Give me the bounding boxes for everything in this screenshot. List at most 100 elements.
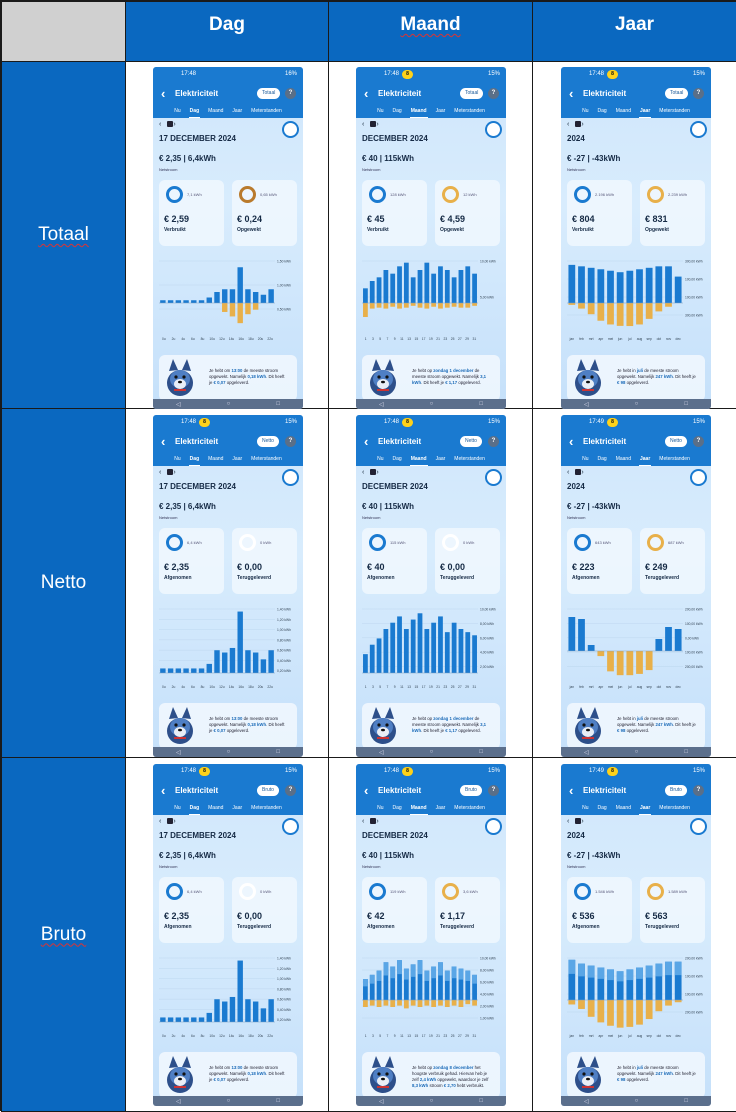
back-arrow-icon[interactable]: ‹ (569, 434, 574, 449)
nav-back-icon[interactable]: ◁ (584, 401, 589, 408)
tab-nu[interactable]: Nu (582, 108, 589, 114)
tab-jaar[interactable]: Jaar (639, 105, 652, 118)
back-arrow-icon[interactable]: ‹ (569, 783, 574, 798)
calendar-icon[interactable] (370, 469, 377, 476)
right-stat-card[interactable]: 12 kWh € 4,59 Opgewekt (435, 180, 500, 246)
tab-jaar[interactable]: Jaar (232, 108, 243, 114)
tab-maand[interactable]: Maand (409, 453, 428, 466)
help-icon[interactable]: ? (693, 785, 704, 796)
tab-nu[interactable]: Nu (582, 456, 589, 462)
calendar-icon[interactable] (575, 818, 582, 825)
tab-dag[interactable]: Dag (597, 805, 607, 811)
back-arrow-icon[interactable]: ‹ (161, 434, 166, 449)
nav-back-icon[interactable]: ◁ (379, 401, 384, 408)
help-icon[interactable]: ? (285, 88, 296, 99)
tab-maand[interactable]: Maand (208, 805, 224, 811)
nav-back-icon[interactable]: ◁ (176, 1098, 181, 1105)
tab-nu[interactable]: Nu (582, 805, 589, 811)
tab-meterstanden[interactable]: Meterstanden (659, 456, 690, 462)
chevron-left-icon[interactable]: ‹ (159, 818, 168, 825)
chevron-right-icon[interactable]: › (581, 121, 590, 128)
back-arrow-icon[interactable]: ‹ (364, 86, 369, 101)
left-stat-card[interactable]: 1.546 kWh € 536 Afgenomen (567, 877, 632, 943)
mode-selector-button[interactable]: Netto (665, 436, 687, 447)
tab-maand[interactable]: Maand (208, 456, 224, 462)
chevron-right-icon[interactable]: › (173, 469, 182, 476)
chevron-right-icon[interactable]: › (173, 818, 182, 825)
right-stat-card[interactable]: 3,6 kWh € 1,17 Teruggeleverd (435, 877, 500, 943)
chevron-left-icon[interactable]: ‹ (362, 818, 371, 825)
nav-home-icon[interactable]: ○ (634, 749, 639, 755)
tab-dag[interactable]: Dag (597, 456, 607, 462)
tab-dag[interactable]: Dag (188, 802, 201, 815)
tab-maand[interactable]: Maand (615, 456, 631, 462)
tab-jaar[interactable]: Jaar (232, 456, 243, 462)
tab-dag[interactable]: Dag (188, 105, 201, 118)
tab-jaar[interactable]: Jaar (435, 108, 446, 114)
chevron-left-icon[interactable]: ‹ (362, 121, 371, 128)
nav-back-icon[interactable]: ◁ (379, 1098, 384, 1105)
back-arrow-icon[interactable]: ‹ (161, 783, 166, 798)
left-stat-card[interactable]: 6,4 kWh € 2,35 Afgenomen (159, 528, 224, 594)
nav-home-icon[interactable]: ○ (429, 749, 434, 755)
tab-nu[interactable]: Nu (377, 108, 384, 114)
tab-maand[interactable]: Maand (208, 108, 224, 114)
mode-selector-button[interactable]: Netto (460, 436, 482, 447)
tab-jaar[interactable]: Jaar (639, 453, 652, 466)
tab-meterstanden[interactable]: Meterstanden (251, 108, 282, 114)
tab-meterstanden[interactable]: Meterstanden (454, 456, 485, 462)
nav-home-icon[interactable]: ○ (634, 401, 639, 407)
nav-back-icon[interactable]: ◁ (584, 1098, 589, 1105)
help-icon[interactable]: ? (285, 436, 296, 447)
right-stat-card[interactable]: 0,65 kWh € 0,24 Opgewekt (232, 180, 297, 246)
tab-nu[interactable]: Nu (377, 805, 384, 811)
calendar-icon[interactable] (167, 469, 174, 476)
back-arrow-icon[interactable]: ‹ (364, 434, 369, 449)
chevron-left-icon[interactable]: ‹ (159, 469, 168, 476)
help-icon[interactable]: ? (488, 88, 499, 99)
nav-back-icon[interactable]: ◁ (584, 749, 589, 756)
nav-recent-icon[interactable]: □ (479, 401, 483, 407)
tab-jaar[interactable]: Jaar (232, 805, 243, 811)
right-stat-card[interactable]: 1.589 kWh € 563 Teruggeleverd (640, 877, 705, 943)
tab-nu[interactable]: Nu (174, 108, 181, 114)
nav-back-icon[interactable]: ◁ (379, 749, 384, 756)
tab-nu[interactable]: Nu (377, 456, 384, 462)
help-icon[interactable]: ? (285, 785, 296, 796)
left-stat-card[interactable]: 643 kWh € 223 Afgenomen (567, 528, 632, 594)
chevron-right-icon[interactable]: › (581, 818, 590, 825)
left-stat-card[interactable]: 119 kWh € 42 Afgenomen (362, 877, 427, 943)
tab-meterstanden[interactable]: Meterstanden (251, 805, 282, 811)
tab-nu[interactable]: Nu (174, 805, 181, 811)
nav-home-icon[interactable]: ○ (634, 1098, 639, 1104)
tab-dag[interactable]: Dag (597, 108, 607, 114)
tab-maand[interactable]: Maand (615, 108, 631, 114)
calendar-icon[interactable] (370, 121, 377, 128)
calendar-icon[interactable] (167, 121, 174, 128)
tab-dag[interactable]: Dag (188, 453, 201, 466)
help-icon[interactable]: ? (488, 436, 499, 447)
left-stat-card[interactable]: 2.196 kWh € 804 Verbruikt (567, 180, 632, 246)
chevron-right-icon[interactable]: › (376, 121, 385, 128)
nav-recent-icon[interactable]: □ (276, 401, 280, 407)
right-stat-card[interactable]: 687 kWh € 249 Teruggeleverd (640, 528, 705, 594)
nav-home-icon[interactable]: ○ (226, 1098, 231, 1104)
mode-selector-button[interactable]: Totaal (665, 88, 689, 99)
nav-back-icon[interactable]: ◁ (176, 401, 181, 408)
tab-dag[interactable]: Dag (392, 805, 402, 811)
nav-recent-icon[interactable]: □ (276, 749, 280, 755)
calendar-icon[interactable] (167, 818, 174, 825)
calendar-icon[interactable] (575, 121, 582, 128)
tab-nu[interactable]: Nu (174, 456, 181, 462)
chevron-right-icon[interactable]: › (581, 469, 590, 476)
help-icon[interactable]: ? (693, 88, 704, 99)
back-arrow-icon[interactable]: ‹ (161, 86, 166, 101)
calendar-icon[interactable] (370, 818, 377, 825)
nav-home-icon[interactable]: ○ (429, 401, 434, 407)
mode-selector-button[interactable]: Bruto (257, 785, 279, 796)
left-stat-card[interactable]: 115 kWh € 40 Afgenomen (362, 528, 427, 594)
tab-maand[interactable]: Maand (409, 802, 428, 815)
back-arrow-icon[interactable]: ‹ (364, 783, 369, 798)
tab-meterstanden[interactable]: Meterstanden (454, 805, 485, 811)
left-stat-card[interactable]: 6,4 kWh € 2,35 Afgenomen (159, 877, 224, 943)
